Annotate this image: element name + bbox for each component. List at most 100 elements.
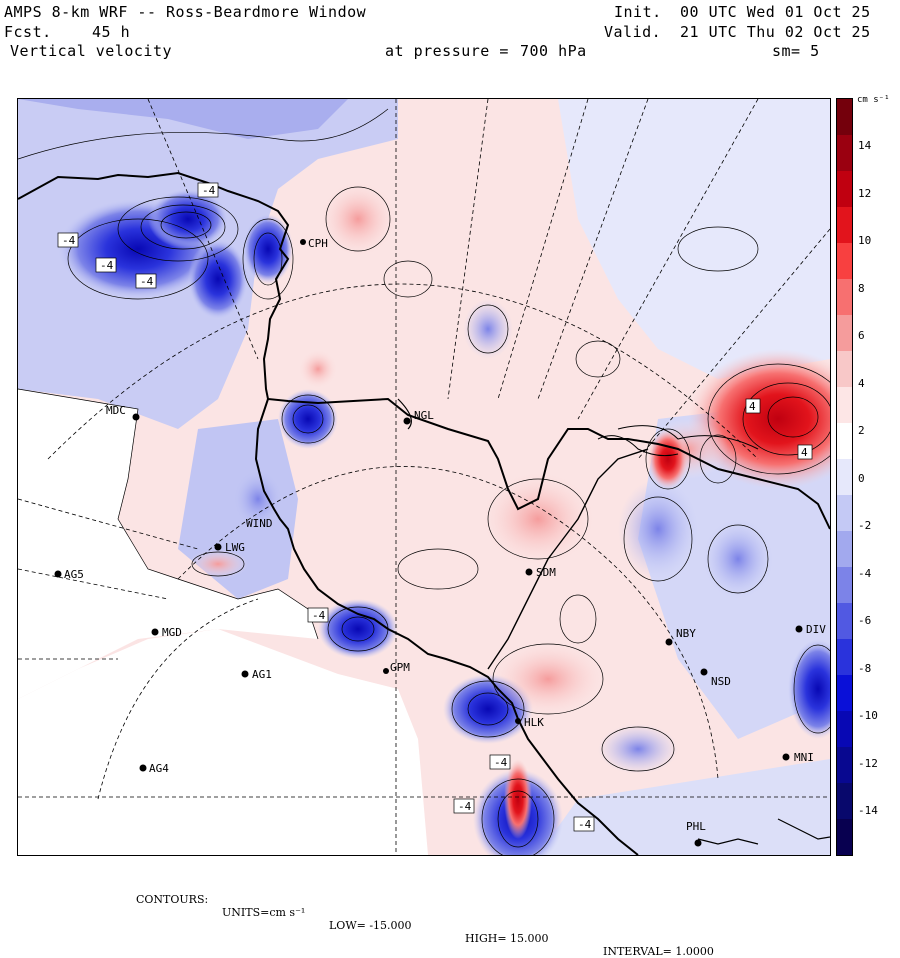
- colorbar-swatch: [837, 279, 852, 315]
- colorbar-tick-label: -14: [858, 804, 878, 817]
- colorbar-stack: [837, 99, 852, 855]
- station-marker-div[interactable]: [795, 625, 803, 633]
- station-marker-ag4[interactable]: [139, 764, 147, 772]
- contour-label: -4: [140, 275, 154, 288]
- colorbar-swatch: [837, 747, 852, 783]
- init-label: Init.: [614, 3, 662, 21]
- colorbar-swatch: [837, 387, 852, 423]
- colorbar-tick-label: 12: [858, 186, 872, 200]
- init-time: 00 UTC Wed 01 Oct 25: [680, 3, 871, 21]
- coastline: [18, 171, 830, 855]
- colorbar-swatch: [837, 315, 852, 351]
- station-marker-hlk[interactable]: [515, 718, 521, 724]
- contour-label: -4: [202, 184, 216, 197]
- colorbar-tick-label: 14: [858, 139, 872, 152]
- colorbar-tick-label: -6: [858, 614, 872, 627]
- missing-data-region: [18, 629, 428, 855]
- station-label: AG5: [64, 568, 84, 581]
- colorbar-tick-label: -10: [858, 709, 878, 722]
- station-label: DIV: [806, 623, 826, 636]
- contour-lines: [18, 108, 830, 855]
- contour-label: -4: [578, 818, 592, 831]
- station-marker-cph[interactable]: [300, 239, 306, 245]
- station-marker-ag1[interactable]: [241, 670, 249, 678]
- colorbar-tick-label: -12: [858, 756, 878, 770]
- valid-time: 21 UTC Thu 02 Oct 25: [680, 23, 871, 41]
- station-label: AG1: [252, 668, 272, 681]
- colorbar-swatch: [837, 495, 852, 531]
- footer-low: LOW= -15.000: [329, 919, 412, 932]
- colorbar-tick-label: -8: [858, 661, 872, 675]
- model-title: AMPS 8-km WRF -- Ross-Beardmore Window: [4, 3, 367, 21]
- colorbar-swatch: [837, 675, 852, 711]
- colorbar-tick-label: 0: [858, 471, 865, 485]
- vertical-velocity-map: -4 -4 -4 -4 -4 -4 -4 -4 4 4 MDC NGL LWG …: [17, 98, 831, 856]
- colorbar-swatch: [837, 819, 852, 855]
- contour-label: -4: [312, 609, 326, 622]
- station-label: AG4: [149, 762, 169, 775]
- pressure-value: 700 hPa: [520, 42, 587, 60]
- colorbar-units: cm s⁻¹: [857, 95, 890, 105]
- colorbar-swatch: [837, 243, 852, 279]
- footer-summary: CONTOURS: UNITS=cm s⁻¹ LOW= -15.000 HIGH…: [0, 880, 900, 958]
- contour-label: -4: [100, 259, 114, 272]
- station-marker-sdm[interactable]: [525, 568, 533, 576]
- station-label: HLK: [524, 716, 544, 729]
- field-blue-northeast: [558, 99, 830, 379]
- colorbar-tick-label: -4: [858, 566, 872, 580]
- colorbar-swatch: [837, 639, 852, 675]
- contour-label: -4: [62, 234, 76, 247]
- colorbar-swatch: [837, 351, 852, 387]
- station-label: MDC: [106, 404, 126, 417]
- pressure-label: at pressure =: [385, 42, 509, 60]
- colorbar-swatch: [837, 603, 852, 639]
- colorbar-swatch: [837, 531, 852, 567]
- colorbar-swatch: [837, 567, 852, 603]
- colorbar-tick-label: 10: [858, 234, 872, 247]
- colorbar-tick-label: 2: [858, 424, 865, 437]
- station-label: LWG: [225, 541, 245, 554]
- station-label: NGL: [414, 409, 434, 422]
- station-marker-nsd[interactable]: [700, 668, 708, 676]
- colorbar: [836, 98, 853, 856]
- smoothing-value: sm= 5: [772, 42, 820, 60]
- station-label: MGD: [162, 626, 182, 639]
- colorbar-swatch: [837, 783, 852, 819]
- station-label: WIND: [246, 517, 273, 530]
- footer-units: UNITS=cm s⁻¹: [222, 906, 306, 919]
- colorbar-swatch: [837, 423, 852, 459]
- contour-label: 4: [801, 446, 808, 459]
- station-marker-mgd[interactable]: [151, 628, 159, 636]
- colorbar-tick-label: 8: [858, 281, 865, 295]
- contour-label-group: -4 -4 -4 -4 -4 -4 -4 -4 4 4: [57, 182, 813, 832]
- colorbar-tick-label: -2: [858, 519, 872, 532]
- station-marker-nby[interactable]: [665, 638, 673, 646]
- station-marker-gpm[interactable]: [383, 668, 389, 674]
- station-marker-phl[interactable]: [694, 839, 702, 847]
- station-label: CPH: [308, 237, 328, 250]
- contour-label: -4: [494, 756, 508, 769]
- footer-interval: INTERVAL= 1.0000: [603, 945, 714, 958]
- station-marker-lwg[interactable]: [214, 543, 222, 551]
- footer-high: HIGH= 15.000: [465, 932, 549, 945]
- colorbar-swatch: [837, 135, 852, 171]
- colorbar-swatch: [837, 171, 852, 207]
- colorbar-tick-label: 4: [858, 376, 865, 390]
- station-marker-ag5[interactable]: [54, 570, 62, 578]
- field-name: Vertical velocity: [10, 42, 173, 60]
- forecast-hours: 45 h: [92, 23, 131, 41]
- station-marker-mdc[interactable]: [132, 413, 140, 421]
- contour-label: 4: [749, 400, 756, 413]
- contour-label: -4: [458, 800, 472, 813]
- valid-label: Valid.: [604, 23, 662, 41]
- station-label: NSD: [711, 675, 731, 688]
- colorbar-swatch: [837, 711, 852, 747]
- station-marker-ngl[interactable]: [403, 417, 411, 425]
- colorbar-swatch: [837, 207, 852, 243]
- station-label: MNI: [794, 751, 814, 764]
- colorbar-tick-label: 6: [858, 329, 865, 342]
- station-label: PHL: [686, 820, 706, 833]
- colorbar-swatch: [837, 459, 852, 495]
- station-label: NBY: [676, 627, 696, 640]
- station-marker-mni[interactable]: [782, 753, 790, 761]
